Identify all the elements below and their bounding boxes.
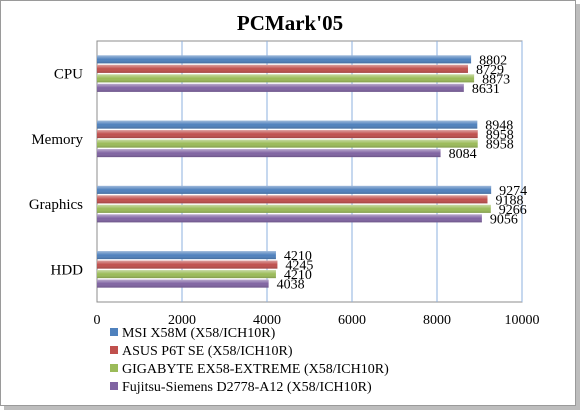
bar-shade — [97, 195, 488, 204]
data-label: 4038 — [277, 278, 305, 293]
x-tick-label: 8000 — [423, 313, 451, 328]
bar-shade — [97, 251, 276, 260]
bar-shade — [97, 185, 492, 194]
data-label: 8729 — [476, 63, 504, 78]
data-label: 8631 — [472, 82, 500, 97]
data-label: 8958 — [486, 128, 514, 143]
bar-shade — [97, 149, 441, 158]
bar-shade — [97, 83, 464, 92]
data-label: 8802 — [479, 53, 507, 68]
data-label: 4245 — [285, 259, 313, 274]
bar-shade — [97, 204, 491, 213]
x-tick-label: 4000 — [253, 313, 281, 328]
data-label: 8084 — [449, 147, 477, 162]
data-label: 9056 — [490, 212, 518, 227]
data-label: 9188 — [495, 193, 523, 208]
legend-swatch-3 — [110, 382, 118, 390]
chart-title: PCMark'05 — [237, 11, 343, 35]
data-label: 8948 — [485, 119, 513, 134]
data-label: 8873 — [482, 72, 510, 87]
category-label-memory: Memory — [31, 132, 83, 148]
bar-shade — [97, 139, 478, 148]
data-label: 4210 — [284, 268, 312, 283]
legend: MSI X58M (X58/ICH10R) ASUS P6T SE (X58/IC… — [110, 326, 389, 395]
x-tick-label: 6000 — [338, 313, 366, 328]
data-label: 4210 — [284, 249, 312, 264]
category-label-cpu: CPU — [54, 67, 83, 83]
legend-entry-3: Fujitsu-Siemens D2778-A12 (X58/ICH10R) — [122, 380, 372, 395]
labels: 0 2000 4000 6000 8000 10000 CPU 880287298873863… — [29, 53, 540, 328]
x-tick-label: 10000 — [505, 313, 540, 328]
data-label: 9274 — [499, 184, 527, 199]
bar-shade — [97, 279, 269, 288]
data-label: 9266 — [499, 203, 527, 218]
bar-shade — [97, 214, 482, 223]
bars — [97, 55, 492, 288]
bar-shade — [97, 120, 478, 129]
bar-shade — [97, 270, 276, 279]
bar-shade — [97, 55, 472, 64]
x-tick-label: 2000 — [168, 313, 196, 328]
bar-shade — [97, 74, 475, 83]
category-label-graphics: Graphics — [29, 197, 83, 213]
bar-shade — [97, 130, 478, 139]
x-tick-label: 0 — [94, 313, 101, 328]
legend-entry-0: MSI X58M (X58/ICH10R) — [122, 326, 276, 341]
legend-swatch-0 — [110, 328, 118, 336]
data-label: 8958 — [486, 138, 514, 153]
bar-shade — [97, 260, 278, 269]
bar-shade — [97, 64, 468, 73]
legend-entry-1: ASUS P6T SE (X58/ICH10R) — [122, 344, 293, 359]
category-label-hdd: HDD — [51, 262, 84, 278]
legend-swatch-2 — [110, 364, 118, 372]
legend-entry-2: GIGABYTE EX58-EXTREME (X58/ICH10R) — [122, 362, 389, 377]
legend-swatch-1 — [110, 346, 118, 354]
